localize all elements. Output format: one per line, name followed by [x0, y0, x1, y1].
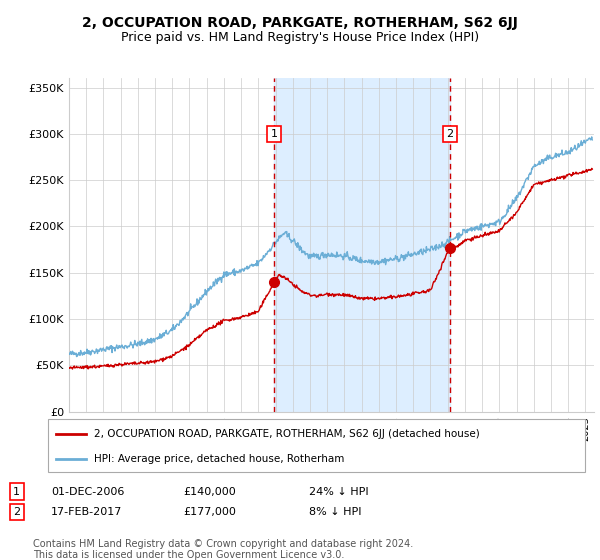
- Text: 1: 1: [13, 487, 20, 497]
- Text: 2: 2: [13, 507, 20, 517]
- Bar: [274, 78, 450, 412]
- Text: 17-FEB-2017: 17-FEB-2017: [51, 507, 122, 517]
- Text: £177,000: £177,000: [183, 507, 236, 517]
- Text: HPI: Average price, detached house, Rotherham: HPI: Average price, detached house, Roth…: [94, 455, 344, 464]
- Text: 1: 1: [271, 129, 278, 139]
- Text: 01-DEC-2006: 01-DEC-2006: [51, 487, 124, 497]
- Text: £140,000: £140,000: [183, 487, 236, 497]
- Text: Price paid vs. HM Land Registry's House Price Index (HPI): Price paid vs. HM Land Registry's House …: [121, 31, 479, 44]
- Text: 2: 2: [446, 129, 454, 139]
- Text: 8% ↓ HPI: 8% ↓ HPI: [309, 507, 361, 517]
- Text: 2, OCCUPATION ROAD, PARKGATE, ROTHERHAM, S62 6JJ: 2, OCCUPATION ROAD, PARKGATE, ROTHERHAM,…: [82, 16, 518, 30]
- FancyBboxPatch shape: [48, 419, 585, 472]
- Text: 2, OCCUPATION ROAD, PARKGATE, ROTHERHAM, S62 6JJ (detached house): 2, OCCUPATION ROAD, PARKGATE, ROTHERHAM,…: [94, 429, 479, 438]
- Text: 24% ↓ HPI: 24% ↓ HPI: [309, 487, 368, 497]
- Text: Contains HM Land Registry data © Crown copyright and database right 2024.
This d: Contains HM Land Registry data © Crown c…: [33, 539, 413, 560]
